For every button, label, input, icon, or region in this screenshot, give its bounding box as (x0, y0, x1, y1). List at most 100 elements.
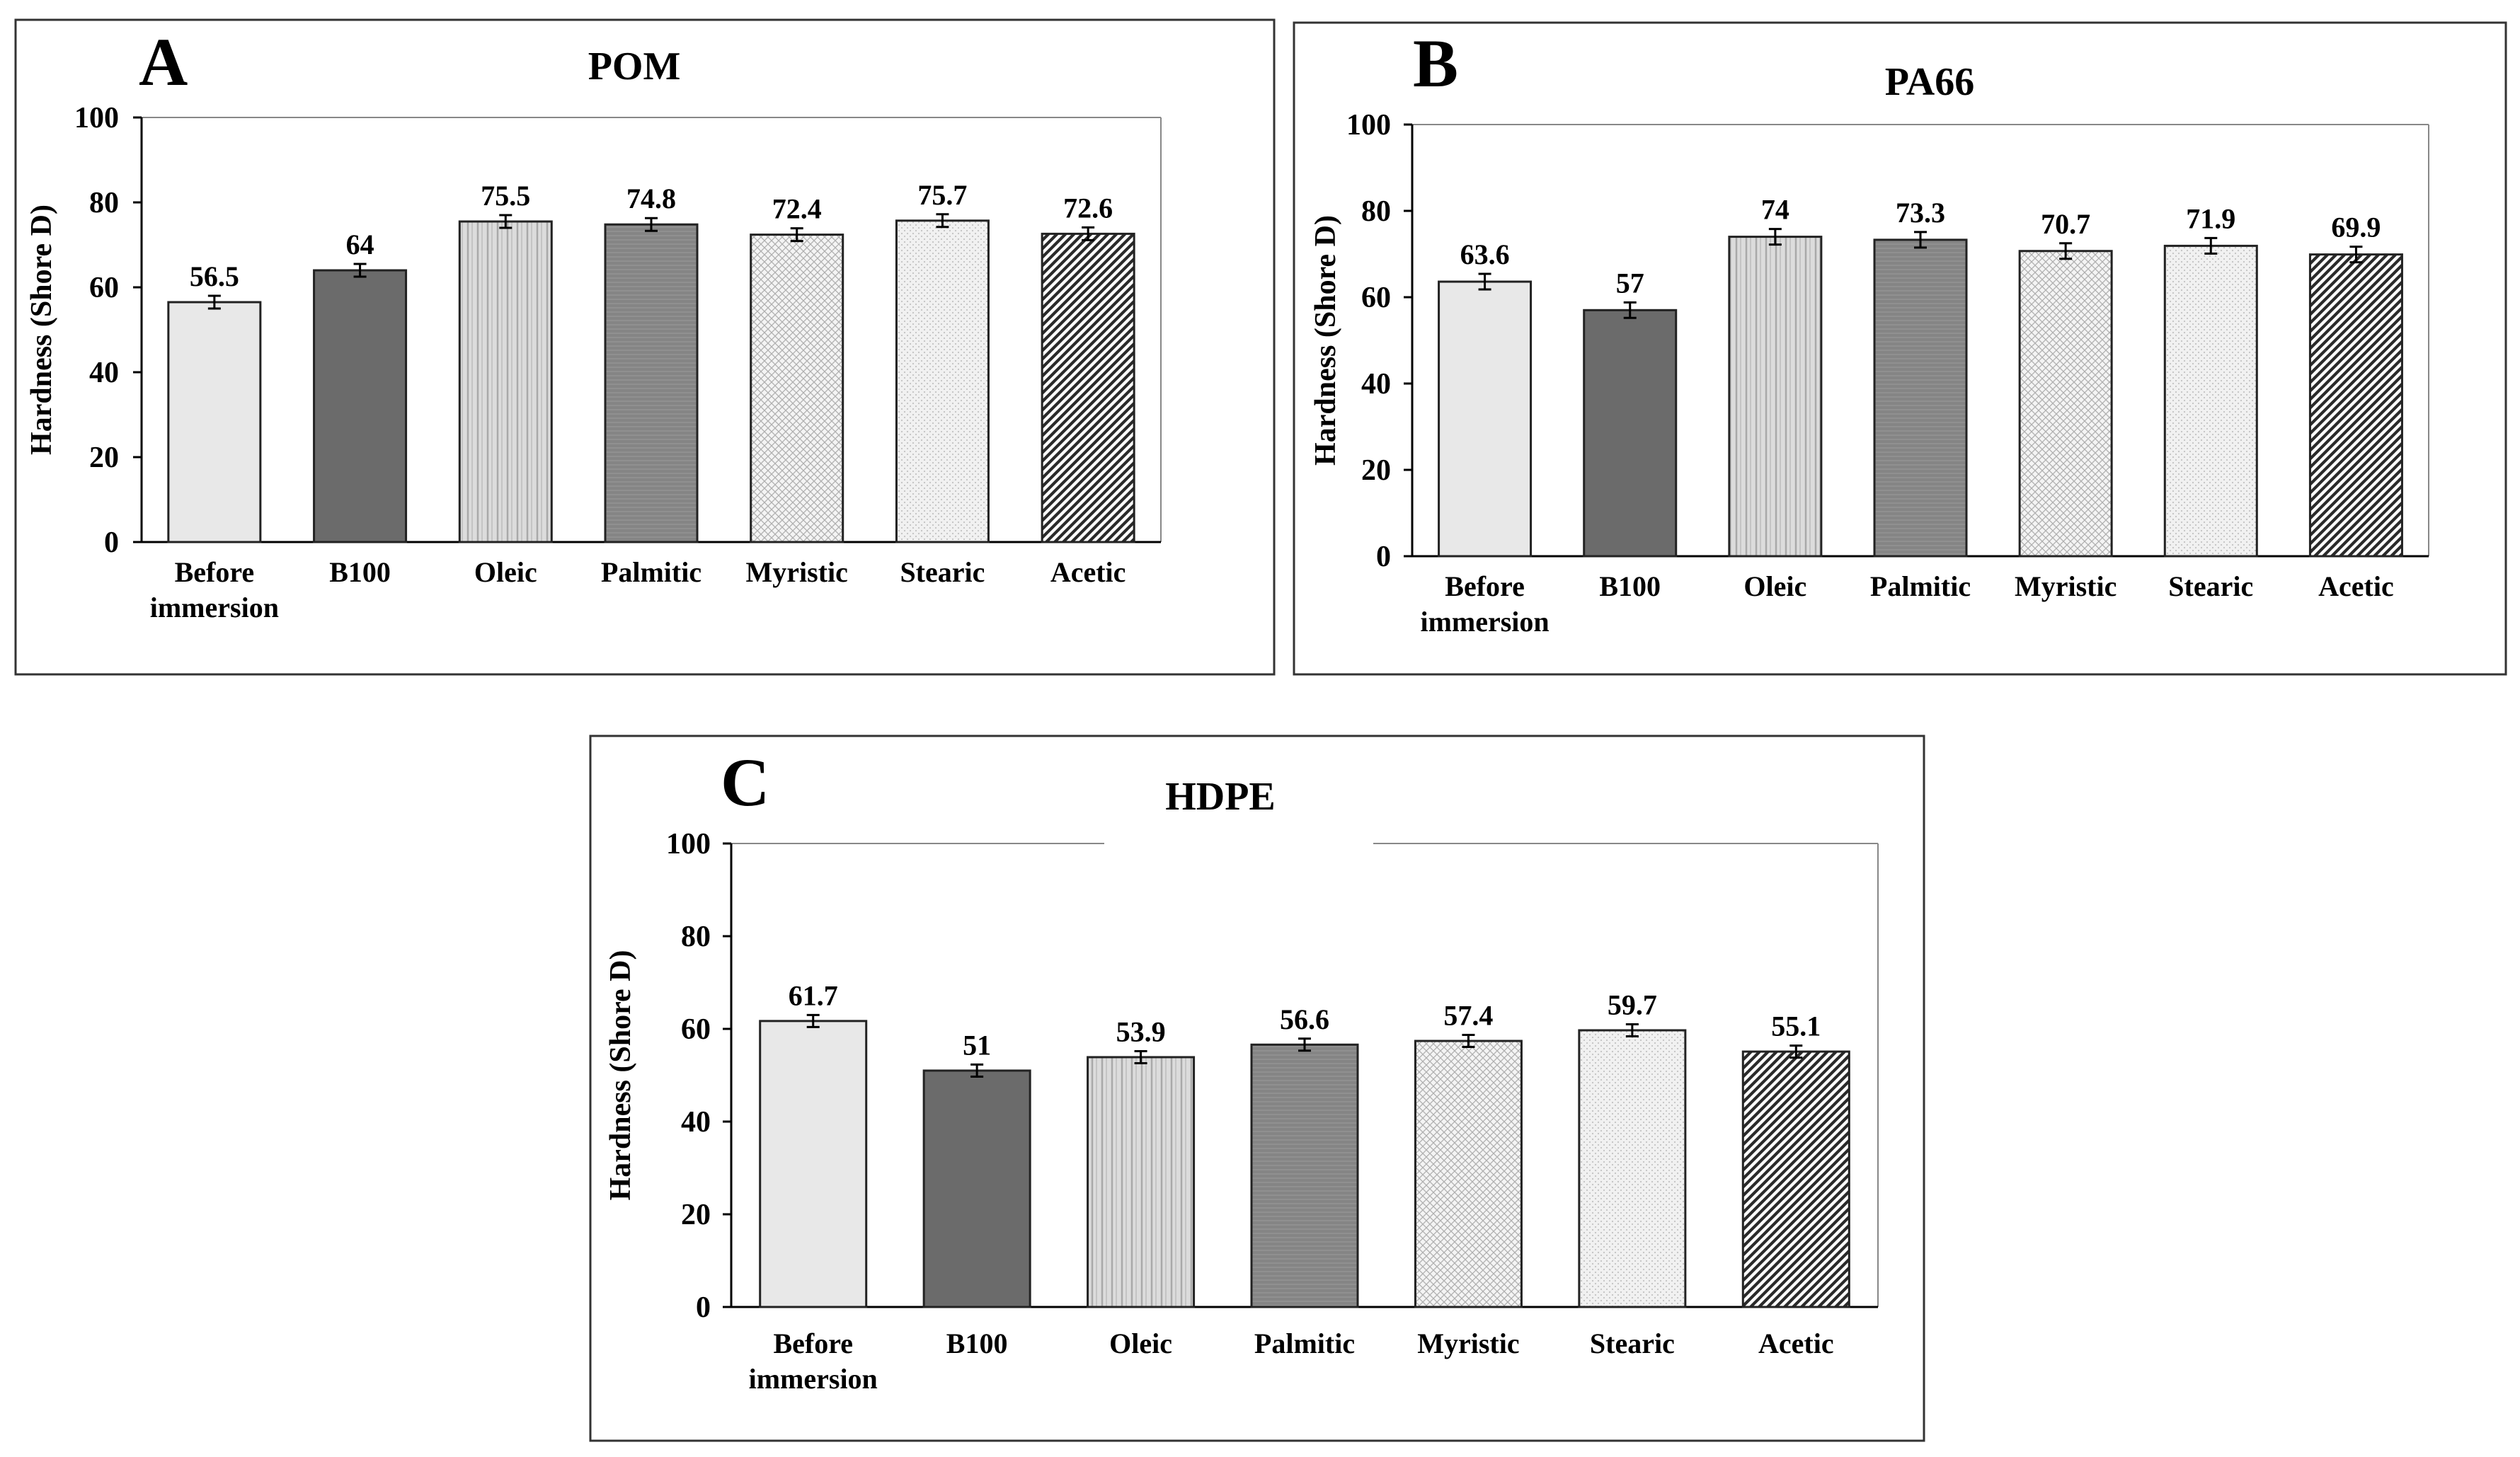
chart-b-category-line: immersion (1420, 606, 1549, 638)
panel-c-letter: C (721, 744, 769, 820)
chart-a-category-line: immersion (150, 592, 279, 623)
chart-a-category-line: B100 (329, 556, 391, 588)
chart-a-bar-2 (458, 220, 553, 543)
chart-a-category-label-2: Oleic (474, 556, 537, 588)
chart-a-y-tick-label: 60 (89, 272, 119, 304)
panel-c-frame (589, 735, 1925, 1442)
chart-c-y-tick-label: 80 (681, 921, 711, 953)
chart-b-y-tick-label: 40 (1361, 368, 1391, 401)
chart-c-bar-1 (922, 1069, 1031, 1308)
chart-b-bar-5 (2163, 244, 2258, 558)
panel-a-frame (14, 18, 1276, 676)
chart-c-category-line: Palmitic (1254, 1328, 1355, 1359)
chart-c-category-label-5: Stearic (1590, 1328, 1675, 1359)
chart-c-category-line: Acetic (1758, 1328, 1834, 1359)
chart-b-y-axis-label: Hardness (Shore D) (1310, 215, 1342, 466)
chart-c-y-tick-label: 100 (666, 828, 711, 860)
chart-a-category-label-6: Acetic (1050, 556, 1126, 588)
chart-c-value-label-2: 53.9 (1116, 1015, 1166, 1047)
chart-c-category-label-3: Palmitic (1254, 1328, 1355, 1359)
chart-a-y-axis-label: Hardness (Shore D) (25, 205, 58, 455)
chart-c-category-line: Before (773, 1328, 853, 1359)
chart-b-category-line: Before (1445, 570, 1525, 602)
chart-b-bar-6 (2308, 253, 2403, 558)
chart-b-bar-3 (1873, 238, 1968, 558)
chart-a-category-line: Palmitic (601, 556, 701, 588)
chart-a-category-label-1: B100 (329, 556, 391, 588)
chart-c-bar-5 (1578, 1029, 1687, 1308)
chart-c-bar-2 (1087, 1056, 1196, 1308)
chart-c-y-axis-label: Hardness (Shore D) (605, 950, 637, 1201)
chart-c-bar-3 (1250, 1043, 1359, 1308)
chart-b-y-tick-label: 20 (1361, 454, 1391, 487)
chart-c-bar-4 (1414, 1040, 1523, 1308)
panel-a-title: POM (588, 45, 681, 88)
chart-a: 0 20 40 60 80 100 Hardness (Shore D) 56.5 Before… (25, 102, 1162, 623)
chart-a-category-line: Acetic (1050, 556, 1126, 588)
chart-c-category-line: immersion (749, 1363, 878, 1395)
chart-a-value-label-2: 75.5 (481, 180, 530, 212)
chart-b-category-line: Acetic (2318, 570, 2394, 602)
chart-a-value-label-3: 74.8 (626, 183, 676, 214)
chart-c-category-line: Oleic (1109, 1328, 1172, 1359)
chart-c-value-label-6: 55.1 (1771, 1010, 1821, 1042)
chart-a-value-label-6: 72.6 (1063, 192, 1113, 224)
chart-a-category-label-3: Palmitic (601, 556, 701, 588)
chart-b-value-label-4: 70.7 (2041, 208, 2090, 240)
panel-b-title: PA66 (1885, 60, 1975, 104)
chart-b-value-label-6: 69.9 (2331, 212, 2381, 243)
chart-c-bar-6 (1741, 1050, 1850, 1308)
chart-b-y-tick-label: 60 (1361, 282, 1391, 314)
chart-c-category-label-4: Myristic (1417, 1328, 1519, 1359)
chart-c-y-tick-label: 0 (696, 1291, 711, 1324)
chart-a-y-tick-label: 80 (89, 187, 119, 219)
chart-b-category-label-5: Stearic (2168, 570, 2253, 602)
panel-b-letter: B (1413, 25, 1458, 101)
chart-b-value-label-3: 73.3 (1896, 197, 1945, 229)
chart-b-y-tick-label: 0 (1376, 541, 1391, 573)
chart-b-value-label-0: 63.6 (1460, 238, 1510, 270)
chart-a-category-line: Before (175, 556, 255, 588)
chart-a-category-label-5: Stearic (900, 556, 985, 588)
chart-a-bar-4 (750, 234, 844, 543)
chart-a-bar-5 (895, 219, 990, 543)
chart-a-category-label-0: Before immersion (150, 556, 279, 623)
chart-a-bar-1 (313, 269, 408, 543)
chart-a-y-tick-label: 100 (74, 102, 119, 134)
chart-a-category-label-4: Myristic (746, 556, 848, 588)
chart-c-bar-0 (759, 1020, 868, 1308)
chart-b-value-label-5: 71.9 (2186, 202, 2235, 234)
chart-b-value-label-1: 57 (1616, 267, 1644, 299)
chart-a-value-label-0: 56.5 (190, 260, 239, 292)
chart-c-category-line: Stearic (1590, 1328, 1675, 1359)
chart-b-bar-2 (1728, 236, 1823, 558)
chart-c-value-label-5: 59.7 (1608, 989, 1657, 1020)
chart-b-category-label-0: Before immersion (1420, 570, 1549, 638)
chart-c-y-tick-label: 20 (681, 1199, 711, 1231)
chart-a-value-label-5: 75.7 (917, 179, 967, 211)
chart-b-value-label-2: 74 (1761, 194, 1789, 226)
chart-a-category-line: Oleic (474, 556, 537, 588)
chart-a-category-line: Stearic (900, 556, 985, 588)
chart-c-y-tick-label: 40 (681, 1106, 711, 1139)
panel-b-frame (1293, 21, 2507, 676)
chart-b-category-line: Palmitic (1870, 570, 1971, 602)
chart-c-value-label-4: 57.4 (1443, 1000, 1493, 1032)
chart-b-category-label-2: Oleic (1743, 570, 1806, 602)
chart-a-bar-6 (1041, 232, 1135, 543)
chart-c-category-line: Myristic (1417, 1328, 1519, 1359)
panel-c-title: HDPE (1165, 775, 1276, 819)
chart-a-y-tick-label: 20 (89, 442, 119, 474)
chart-c-category-label-6: Acetic (1758, 1328, 1834, 1359)
chart-b-category-label-4: Myristic (2015, 570, 2117, 602)
chart-a-y-tick-label: 0 (104, 526, 119, 559)
chart-b-category-label-1: B100 (1599, 570, 1661, 602)
chart-b-bar-4 (2018, 250, 2113, 558)
chart-b-category-line: Oleic (1743, 570, 1806, 602)
chart-b-y-tick-label: 80 (1361, 195, 1391, 228)
chart-a-category-line: Myristic (746, 556, 848, 588)
chart-a-bar-0 (167, 301, 262, 543)
chart-b-bar-0 (1438, 280, 1533, 558)
chart-b-y-tick-label: 100 (1346, 109, 1391, 142)
